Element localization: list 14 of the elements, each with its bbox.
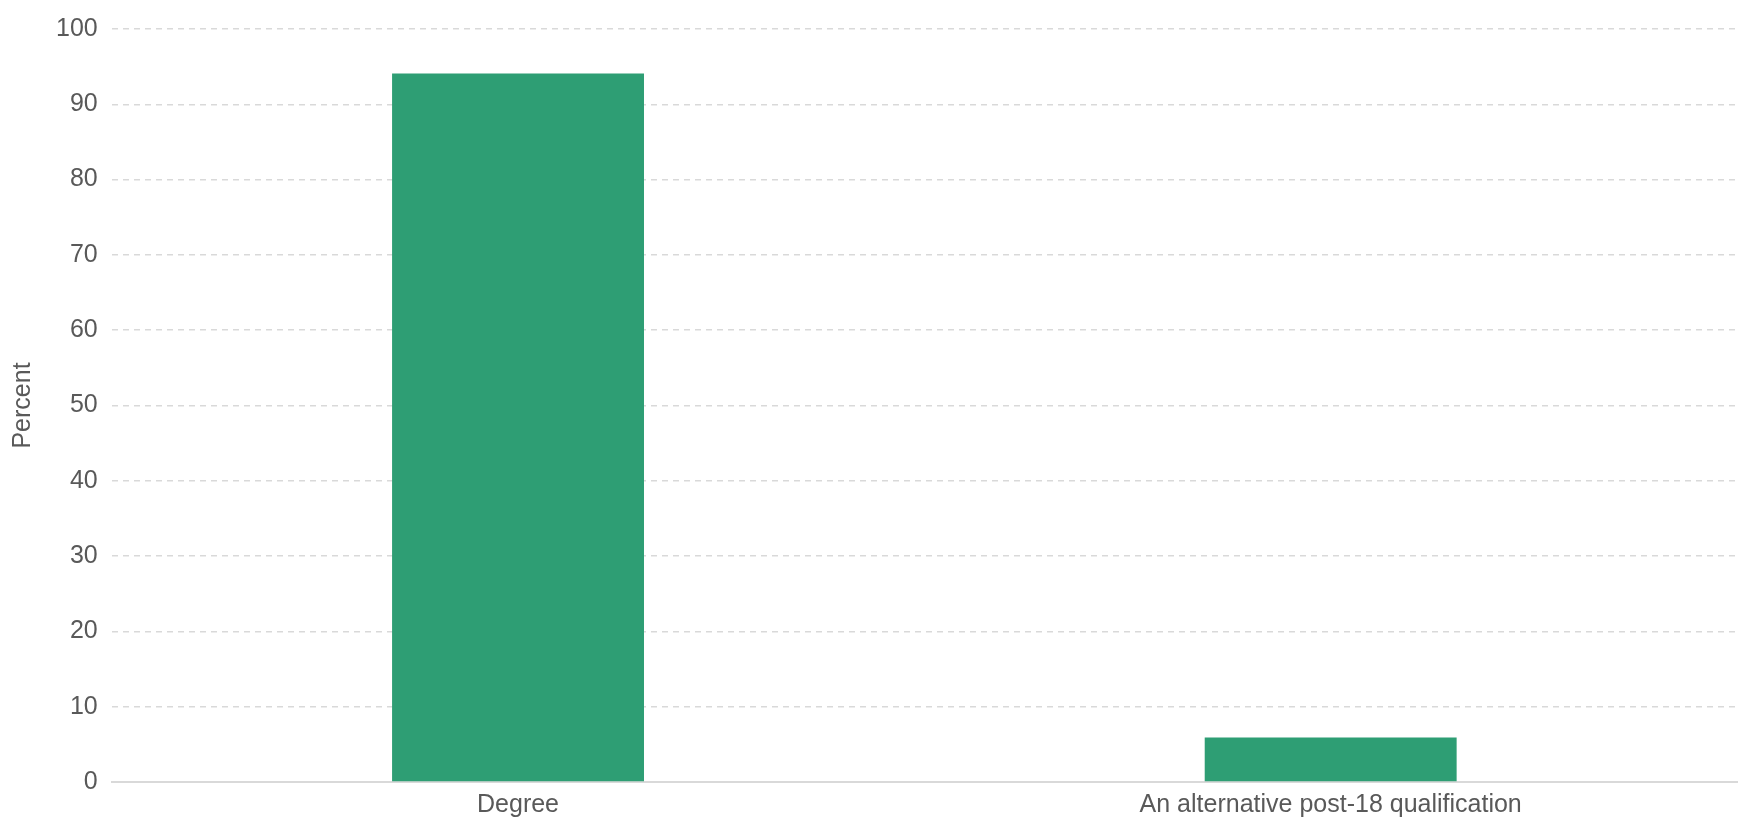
x-tick-label: Degree: [477, 788, 560, 817]
y-tick-label: 100: [55, 12, 98, 41]
y-tick-label: 30: [69, 539, 98, 568]
y-tick-label: 80: [69, 163, 98, 192]
y-axis-title: Percent: [6, 362, 35, 449]
y-tick-label: 40: [69, 464, 98, 493]
y-tick-label: 60: [69, 314, 98, 343]
y-tick-label: 90: [69, 88, 98, 117]
y-tick-label: 10: [69, 690, 98, 719]
y-tick-label: 70: [69, 238, 98, 267]
x-tick-label: An alternative post-18 qualification: [1139, 788, 1522, 817]
y-tick-label: 50: [69, 389, 98, 418]
y-tick-label: 0: [83, 765, 98, 794]
y-tick-label: 20: [69, 615, 98, 644]
